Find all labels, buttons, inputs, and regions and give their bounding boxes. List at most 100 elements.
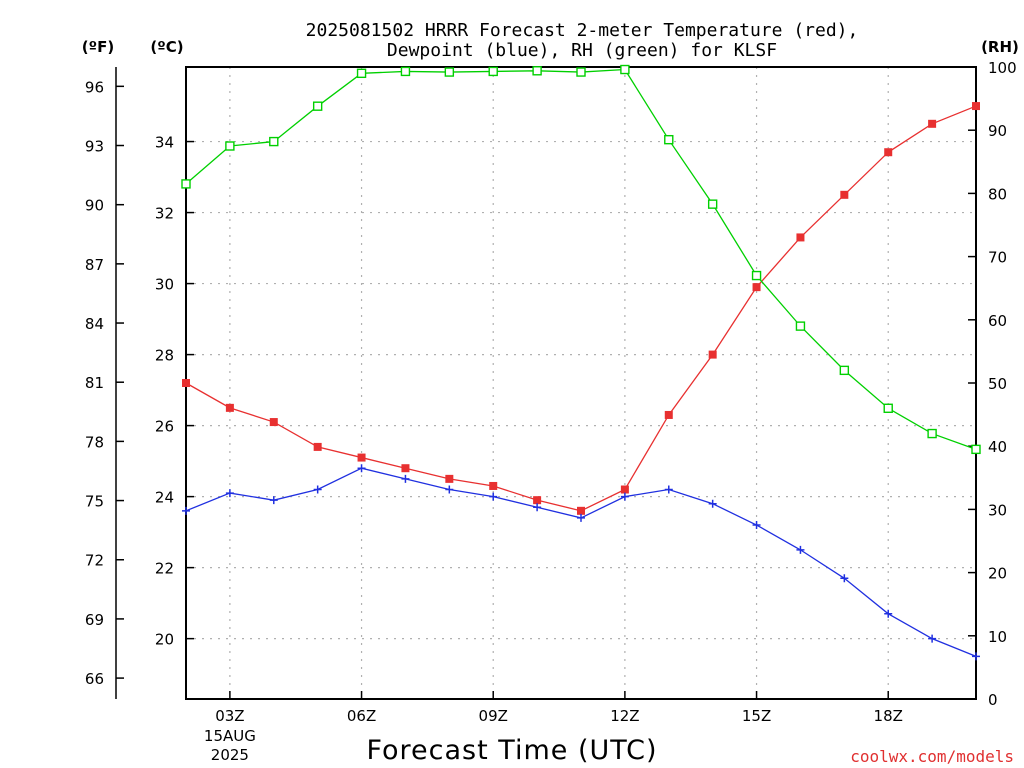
- rh-point: [971, 444, 981, 455]
- dewpoint-point: [182, 506, 190, 515]
- chart-title-line-2: Dewpoint (blue), RH (green) for KLSF: [387, 40, 777, 61]
- x-tick-label: 18Z: [874, 707, 903, 725]
- temperature-point: [928, 119, 937, 128]
- rh-tick-label: 40: [988, 438, 1007, 456]
- dewpoint-point: [225, 489, 234, 498]
- temperature-point: [884, 148, 893, 157]
- rh-point: [269, 136, 279, 147]
- dewpoint-point: [489, 492, 498, 501]
- celsius-tick-label: 26: [155, 418, 174, 436]
- rh-tick-label: 60: [988, 312, 1007, 330]
- fahrenheit-tick-label: 90: [85, 197, 104, 215]
- rh-point: [751, 270, 762, 281]
- rh-tick-label: 0: [988, 691, 998, 709]
- dewpoint-point: [972, 652, 980, 661]
- celsius-tick-label: 30: [155, 276, 174, 294]
- celsius-tick-label: 32: [155, 205, 174, 223]
- x-tick-label: 09Z: [479, 707, 508, 725]
- rh-point: [400, 66, 411, 77]
- fahrenheit-tick-label: 78: [85, 433, 104, 451]
- celsius-tick-label: 28: [155, 347, 174, 365]
- grid-lines: [186, 67, 976, 699]
- rh-tick-label: 10: [988, 628, 1007, 646]
- rh-point: [839, 365, 850, 376]
- dewpoint-point: [752, 521, 761, 530]
- rh-point: [444, 67, 455, 77]
- x-tick-date-label: 15AUG: [204, 727, 256, 745]
- dewpoint-point: [445, 485, 454, 494]
- rh-tick-label: 70: [988, 249, 1007, 267]
- dewpoint-point: [533, 503, 542, 512]
- temperature-series: [182, 102, 980, 515]
- celsius-tick-label: 34: [155, 134, 174, 152]
- rh-tick-label: 30: [988, 501, 1007, 519]
- dewpoint-point: [577, 513, 585, 522]
- fahrenheit-tick-label: 72: [85, 552, 104, 570]
- temperature-point: [533, 496, 542, 505]
- x-tick-label: 15Z: [742, 707, 771, 725]
- rh-tick-label: 80: [988, 185, 1007, 203]
- temperature-point: [401, 464, 410, 473]
- temperature-point: [577, 506, 585, 515]
- rh-unit-label: (RH): [981, 38, 1019, 56]
- celsius-unit-label: (ºC): [150, 38, 183, 56]
- temperature-point: [269, 418, 278, 427]
- rh-tick-label: 20: [988, 565, 1007, 583]
- celsius-tick-label: 20: [155, 631, 174, 649]
- rh-tick-label: 100: [988, 59, 1017, 77]
- rh-point: [664, 134, 674, 145]
- fahrenheit-tick-label: 75: [85, 493, 104, 511]
- axis-labels: 66 69 72 75 78 81 84 87 90 93 96 20 22 24 26 28 30 32 34 0 1…: [85, 59, 1017, 764]
- dewpoint-point: [708, 499, 717, 508]
- source-credit: coolwx.com/models: [850, 747, 1014, 766]
- rh-point: [225, 141, 235, 151]
- rh-line: [185, 68, 977, 450]
- rh-point: [927, 428, 937, 439]
- celsius-tick-label: 22: [155, 560, 174, 578]
- temperature-point: [708, 350, 717, 359]
- dewpoint-point: [840, 574, 849, 583]
- dewpoint-point: [664, 485, 673, 494]
- dewpoint-line: [185, 467, 977, 657]
- rh-tick-label: 50: [988, 375, 1007, 393]
- temperature-point: [357, 453, 366, 462]
- dewpoint-point: [796, 545, 805, 554]
- fahrenheit-tick-label: 96: [85, 78, 104, 96]
- dewpoint-point: [620, 492, 629, 501]
- temperature-point: [664, 410, 673, 419]
- temperature-line: [185, 105, 977, 512]
- dewpoint-point: [928, 634, 937, 643]
- temperature-point: [489, 481, 498, 490]
- rh-point: [312, 101, 323, 111]
- rh-point: [181, 179, 191, 189]
- rh-point: [795, 321, 806, 331]
- rh-point: [356, 68, 367, 79]
- temperature-point: [225, 403, 234, 412]
- dewpoint-point: [313, 485, 322, 494]
- temperature-point: [620, 485, 629, 494]
- x-axis-title: Forecast Time (UTC): [366, 735, 657, 766]
- x-tick-label: 12Z: [610, 707, 639, 725]
- fahrenheit-tick-label: 81: [85, 374, 104, 392]
- temperature-point: [972, 102, 980, 111]
- temperature-point: [445, 474, 454, 483]
- data-series: [181, 64, 981, 661]
- x-tick-label: 06Z: [347, 707, 376, 725]
- x-tick-label: 03Z: [215, 707, 244, 725]
- temperature-point: [313, 442, 322, 451]
- dewpoint-series: [182, 464, 980, 661]
- fahrenheit-unit-label: (ºF): [82, 38, 114, 56]
- temperature-point: [752, 283, 761, 292]
- rh-tick-label: 90: [988, 122, 1007, 140]
- rh-point: [883, 403, 893, 413]
- chart-title-line-1: 2025081502 HRRR Forecast 2-meter Tempera…: [306, 20, 859, 41]
- x-tick-date-label: 2025: [211, 746, 249, 764]
- fahrenheit-tick-label: 87: [85, 256, 104, 274]
- fahrenheit-tick-label: 66: [85, 670, 104, 688]
- celsius-tick-label: 24: [155, 489, 174, 507]
- dewpoint-point: [357, 464, 366, 473]
- fahrenheit-tick-label: 93: [85, 138, 104, 156]
- dewpoint-point: [884, 609, 893, 618]
- plot-frame: [185, 66, 977, 700]
